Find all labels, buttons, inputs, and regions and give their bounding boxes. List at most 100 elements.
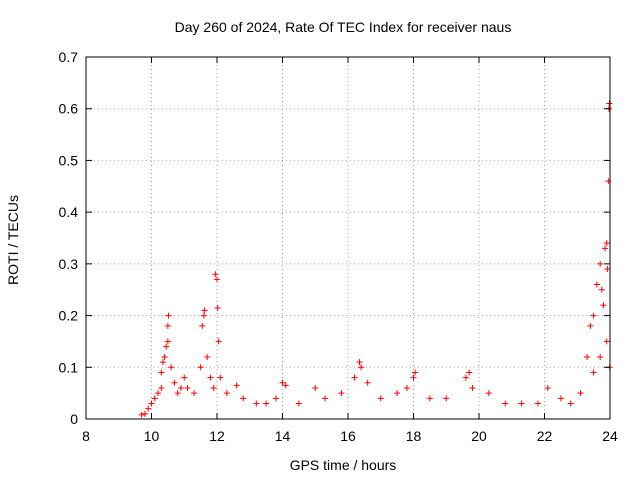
data-point — [377, 395, 384, 402]
data-point — [443, 395, 450, 402]
y-tick-label: 0.7 — [59, 49, 79, 65]
x-tick-label: 14 — [275, 428, 291, 444]
y-tick-label: 0.6 — [59, 101, 79, 117]
data-point — [590, 312, 597, 319]
data-point — [161, 353, 168, 360]
y-tick-label: 0.2 — [59, 308, 79, 324]
data-point — [466, 369, 473, 376]
data-point — [233, 382, 240, 389]
data-point — [159, 359, 166, 366]
data-point — [584, 353, 591, 360]
data-point — [603, 240, 610, 247]
data-point — [223, 390, 230, 397]
data-point — [217, 374, 224, 381]
data-point — [214, 276, 220, 283]
data-point — [151, 395, 158, 402]
y-tick-label: 0 — [70, 411, 78, 427]
data-point — [598, 286, 605, 293]
data-point — [469, 384, 476, 391]
data-point — [204, 353, 211, 360]
data-point — [199, 322, 206, 329]
data-point — [557, 395, 564, 402]
data-point — [282, 382, 289, 389]
data-point — [165, 312, 172, 319]
data-point — [426, 395, 433, 402]
data-point — [312, 384, 319, 391]
data-point — [502, 400, 509, 407]
data-point — [191, 390, 198, 397]
data-point — [163, 343, 170, 350]
data-point — [544, 384, 551, 391]
x-tick-label: 10 — [144, 428, 160, 444]
x-tick-label: 20 — [471, 428, 487, 444]
data-point — [567, 400, 574, 407]
y-tick-label: 0.3 — [59, 256, 79, 272]
x-tick-label: 12 — [209, 428, 225, 444]
data-point — [145, 405, 152, 412]
data-point — [590, 369, 597, 376]
data-point — [577, 390, 584, 397]
data-point — [214, 304, 221, 311]
data-point — [240, 395, 247, 402]
data-point — [174, 390, 181, 397]
x-tick-label: 8 — [82, 428, 90, 444]
grid — [86, 57, 610, 419]
data-point — [338, 390, 345, 397]
data-point — [604, 266, 611, 273]
data-point — [212, 271, 219, 278]
data-point — [148, 400, 155, 407]
data-point — [215, 338, 222, 345]
data-point — [197, 364, 204, 371]
data-point — [602, 245, 609, 252]
data-points — [138, 100, 613, 418]
data-point — [351, 374, 358, 381]
data-point — [485, 390, 492, 397]
data-point — [358, 364, 365, 371]
data-point — [322, 395, 329, 402]
data-point — [158, 384, 165, 391]
data-point — [164, 338, 171, 345]
y-tick-label: 0.4 — [59, 204, 79, 220]
data-point — [597, 353, 604, 360]
data-point — [171, 379, 178, 386]
data-point — [597, 260, 604, 267]
data-point — [164, 322, 171, 329]
x-axis-label: GPS time / hours — [290, 457, 397, 473]
data-point — [606, 100, 613, 107]
y-axis: 0 0.1 0.2 0.3 0.4 0.5 0.6 0.7 — [59, 49, 610, 427]
data-point — [356, 359, 363, 366]
data-point — [403, 384, 410, 391]
data-point — [201, 307, 208, 314]
data-point — [168, 364, 175, 371]
y-tick-label: 0.1 — [59, 359, 79, 375]
data-point — [210, 384, 217, 391]
x-axis: 8 10 12 14 16 18 20 22 24 — [82, 57, 618, 444]
data-point — [462, 374, 469, 381]
data-point — [158, 369, 165, 376]
y-tick-label: 0.5 — [59, 152, 79, 168]
data-point — [155, 390, 162, 397]
chart-title: Day 260 of 2024, Rate Of TEC Index for r… — [175, 19, 512, 35]
data-point — [177, 384, 184, 391]
data-point — [207, 374, 214, 381]
data-point — [603, 338, 610, 345]
x-tick-label: 22 — [537, 428, 553, 444]
data-point — [141, 410, 148, 417]
data-point — [200, 312, 207, 319]
data-point — [534, 400, 541, 407]
data-point — [587, 322, 594, 329]
x-tick-label: 18 — [406, 428, 422, 444]
data-point — [184, 384, 191, 391]
data-point — [600, 302, 607, 309]
data-point — [412, 369, 419, 376]
data-point — [263, 400, 270, 407]
data-point — [181, 374, 188, 381]
x-tick-label: 24 — [602, 428, 618, 444]
data-point — [410, 374, 417, 381]
data-point — [253, 400, 260, 407]
x-tick-label: 16 — [340, 428, 356, 444]
data-point — [295, 400, 302, 407]
data-point — [364, 379, 371, 386]
data-point — [279, 379, 286, 386]
